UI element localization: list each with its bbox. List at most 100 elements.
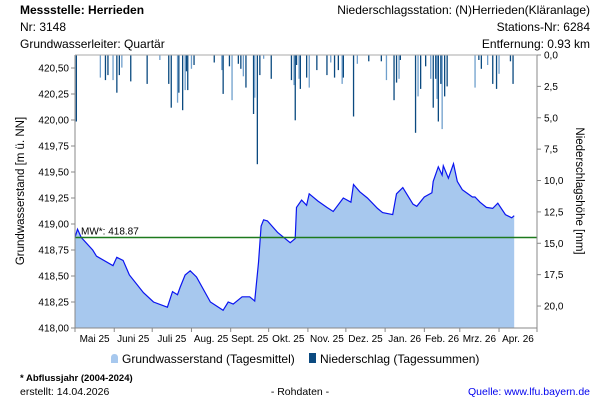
precip-bar xyxy=(474,55,476,88)
axes: 418,00 418,25 418,50 418,75 419,00 419,25 419,… xyxy=(38,51,563,346)
x-tick-label: Jan. 26 xyxy=(388,334,421,345)
legend-groundwater: Grundwasserstand (Tagesmittel) xyxy=(122,352,295,366)
groundwater-series xyxy=(74,161,515,328)
x-tick-label: Mrz. 26 xyxy=(463,334,497,345)
mean-line-group: MW*: 418.87 xyxy=(75,227,537,239)
precip-bar xyxy=(182,55,184,111)
y2-tick-label: 7,5 xyxy=(544,145,558,156)
precip-bar xyxy=(112,55,114,81)
y-tick-label: 419,50 xyxy=(38,168,69,179)
precip-bar xyxy=(352,55,355,117)
precip-bar xyxy=(435,55,437,79)
y2-axis-title: Niederschlagshöhe [mm] xyxy=(573,127,585,254)
mean-label: MW*: 418.87 xyxy=(81,227,139,238)
aquifer: Grundwasserleiter: Quartär xyxy=(20,37,165,51)
x-tick-label: Feb. 26 xyxy=(425,334,459,345)
y-tick-label: 418,50 xyxy=(38,272,69,283)
precip-bar xyxy=(168,55,170,84)
created-date: erstellt: 14.04.2026 xyxy=(20,386,109,398)
precip-bar xyxy=(495,55,498,89)
precip-bar xyxy=(333,55,336,78)
precip-bar xyxy=(121,55,123,68)
precip-bar xyxy=(245,55,247,88)
precip-bar xyxy=(290,55,293,81)
groundwater-line xyxy=(74,161,515,312)
precip-bar xyxy=(380,55,382,62)
precip-bar xyxy=(270,55,272,79)
x-tick-label: Juli 25 xyxy=(157,334,186,345)
precip-bar xyxy=(512,55,514,84)
y-tick-label: 419,75 xyxy=(38,142,69,153)
precip-bar xyxy=(242,55,244,77)
x-tick-label: Aug. 25 xyxy=(194,334,229,345)
y-tick-label: 418,75 xyxy=(38,246,69,257)
precip-bar xyxy=(414,55,417,133)
precip-bar xyxy=(176,55,179,103)
precip-bar xyxy=(337,55,339,71)
precip-bar xyxy=(385,55,388,81)
precip-bar xyxy=(342,55,344,78)
source-link[interactable]: Quelle: www.lfu.bayern.de xyxy=(468,386,590,398)
x-tick-label: Mai 25 xyxy=(80,334,110,345)
y-tick-label: 420,00 xyxy=(38,116,69,127)
y2-tick-label: 5,0 xyxy=(544,113,558,124)
groundwater-area xyxy=(75,163,515,328)
station-name: Messstelle: Herrieden xyxy=(20,3,144,17)
y-tick-label: 418,00 xyxy=(38,324,69,335)
precip-bar xyxy=(395,55,398,83)
x-tick-label: Juni 25 xyxy=(117,334,150,345)
raw-data-note: - Rohdaten - xyxy=(271,386,330,398)
precip-bar xyxy=(187,55,189,91)
precip-station-number: Stations-Nr: 6284 xyxy=(497,20,591,34)
x-tick-label: Sept. 25 xyxy=(231,334,269,345)
y2-tick-label: 20,0 xyxy=(544,302,564,313)
y-tick-label: 420,50 xyxy=(38,64,69,75)
y-tick-label: 420,25 xyxy=(38,90,69,101)
precip-bar xyxy=(190,55,193,69)
precip-bar xyxy=(193,55,195,65)
station-number: Nr: 3148 xyxy=(20,20,66,34)
precip-bar xyxy=(444,55,446,97)
legend-precip: Niederschlag (Tagessummen) xyxy=(320,352,479,366)
x-tick-label: Dez. 25 xyxy=(348,334,383,345)
precip-bar xyxy=(104,55,107,81)
precip-bar xyxy=(221,55,223,71)
precip-bar xyxy=(498,55,500,74)
precip-bar xyxy=(509,55,512,62)
footnote: * Abflussjahr (2004-2024) xyxy=(20,373,133,384)
y2-tick-label: 0,0 xyxy=(544,51,558,62)
precip-bar xyxy=(178,55,180,93)
precip-bar xyxy=(437,55,439,122)
precip-bar xyxy=(398,55,400,79)
precip-distance: Entfernung: 0.93 km xyxy=(482,37,590,51)
precip-bar xyxy=(295,55,298,65)
precipitation-series xyxy=(75,55,514,165)
precip-bar xyxy=(130,55,132,82)
precip-bar xyxy=(330,55,332,63)
precip-bar xyxy=(256,55,258,165)
precip-bar xyxy=(425,55,427,67)
precip-bar xyxy=(298,55,300,79)
y2-tick-label: 15,0 xyxy=(544,239,564,250)
y-tick-label: 419,00 xyxy=(38,220,69,231)
precip-bar xyxy=(368,55,370,62)
y-tick-label: 418,25 xyxy=(38,298,69,309)
precip-bar xyxy=(184,55,186,91)
precip-bar xyxy=(99,55,101,78)
y2-tick-label: 17,5 xyxy=(544,270,564,281)
precip-bar xyxy=(326,55,328,76)
precip-bar xyxy=(417,55,419,97)
precip-bar xyxy=(293,55,295,86)
precip-bar xyxy=(222,55,224,94)
precip-bar xyxy=(213,55,215,63)
precip-bar xyxy=(170,55,172,108)
precip-bar xyxy=(446,55,448,87)
precip-bar xyxy=(487,55,489,65)
precip-bar xyxy=(440,55,442,84)
precip-bar xyxy=(492,55,494,84)
precip-bar xyxy=(299,55,301,89)
precip-bar xyxy=(480,55,482,69)
precip-bar xyxy=(240,55,242,69)
groundwater-legend-icon xyxy=(111,354,118,363)
precip-bar xyxy=(146,55,148,84)
